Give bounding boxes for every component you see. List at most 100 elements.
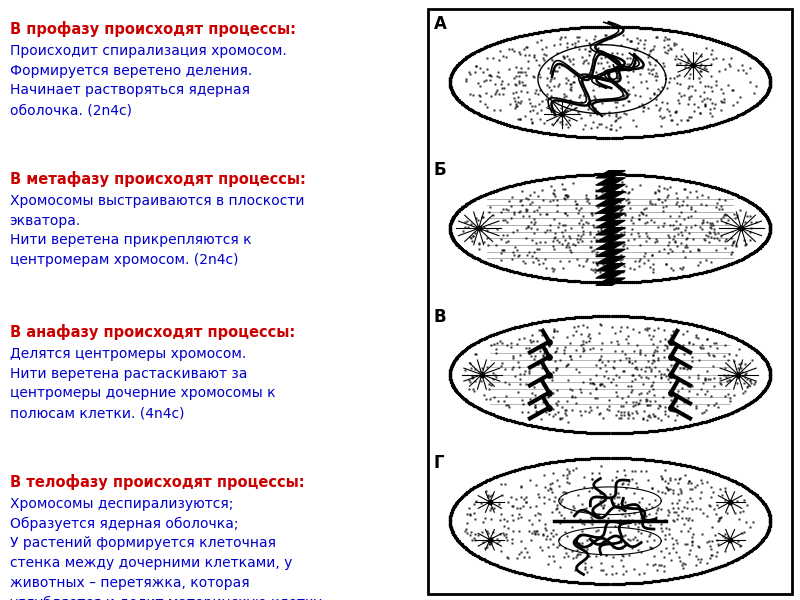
Point	[645, 171, 658, 181]
Point	[579, 257, 592, 266]
Point	[548, 326, 561, 335]
Point	[762, 524, 775, 533]
Point	[762, 508, 775, 518]
Point	[505, 338, 518, 348]
Point	[509, 80, 522, 89]
Point	[484, 203, 497, 212]
Point	[504, 99, 517, 109]
Point	[684, 523, 697, 533]
Point	[573, 313, 586, 322]
Point	[711, 470, 724, 479]
Point	[574, 384, 586, 394]
Point	[686, 515, 699, 524]
Point	[704, 49, 717, 59]
Point	[596, 259, 609, 269]
Point	[642, 400, 654, 410]
Point	[537, 195, 550, 205]
Point	[658, 488, 671, 498]
Point	[647, 577, 660, 586]
Point	[702, 181, 715, 191]
Point	[713, 194, 726, 204]
Point	[740, 339, 753, 349]
Point	[565, 276, 578, 286]
Point	[733, 223, 746, 233]
Point	[763, 218, 776, 228]
Point	[617, 551, 630, 560]
Point	[642, 68, 655, 78]
Point	[572, 322, 585, 331]
Point	[714, 328, 727, 337]
Point	[642, 58, 655, 67]
Point	[728, 476, 741, 486]
Point	[606, 374, 619, 383]
Point	[569, 171, 582, 181]
Point	[698, 62, 711, 71]
Point	[756, 352, 769, 361]
Point	[583, 277, 596, 287]
Point	[609, 328, 622, 338]
Point	[642, 255, 654, 265]
Point	[550, 530, 562, 539]
Point	[663, 182, 676, 192]
Point	[760, 383, 773, 392]
Point	[729, 370, 742, 380]
Point	[632, 399, 645, 409]
Point	[742, 381, 754, 391]
Point	[615, 410, 628, 419]
Point	[713, 184, 726, 194]
Point	[615, 479, 628, 489]
Point	[454, 242, 466, 252]
Point	[649, 187, 662, 197]
Point	[681, 319, 694, 328]
Point	[480, 189, 493, 199]
Point	[648, 89, 661, 98]
Point	[504, 181, 517, 191]
Point	[457, 100, 470, 109]
Point	[757, 208, 770, 218]
Point	[597, 565, 610, 575]
Point	[598, 109, 610, 119]
Point	[726, 240, 738, 250]
Point	[443, 515, 456, 524]
Point	[739, 240, 752, 250]
Point	[754, 389, 767, 399]
Point	[728, 356, 741, 365]
Point	[640, 228, 653, 238]
Point	[443, 515, 456, 525]
Point	[763, 513, 776, 523]
Point	[509, 122, 522, 132]
Point	[535, 272, 548, 282]
Point	[670, 193, 683, 203]
Point	[444, 376, 457, 385]
Point	[553, 238, 566, 247]
Point	[521, 570, 534, 580]
Point	[450, 208, 462, 218]
Point	[659, 259, 672, 269]
Point	[738, 253, 750, 263]
Point	[660, 83, 673, 93]
Point	[533, 175, 546, 185]
Point	[556, 487, 569, 497]
Point	[603, 187, 616, 196]
Point	[678, 349, 690, 359]
Point	[554, 356, 566, 365]
Point	[496, 326, 509, 336]
Point	[560, 470, 573, 480]
Point	[699, 389, 712, 399]
Point	[699, 64, 712, 74]
Point	[727, 236, 740, 246]
Point	[541, 209, 554, 218]
Point	[599, 311, 612, 321]
Point	[669, 236, 682, 245]
Point	[654, 122, 667, 131]
Point	[675, 265, 688, 274]
Point	[698, 94, 710, 104]
Point	[456, 56, 469, 65]
Point	[506, 538, 519, 548]
Point	[498, 521, 510, 530]
Point	[663, 473, 676, 483]
Point	[485, 71, 498, 80]
Point	[550, 115, 563, 125]
Point	[457, 491, 470, 500]
Point	[599, 83, 612, 92]
